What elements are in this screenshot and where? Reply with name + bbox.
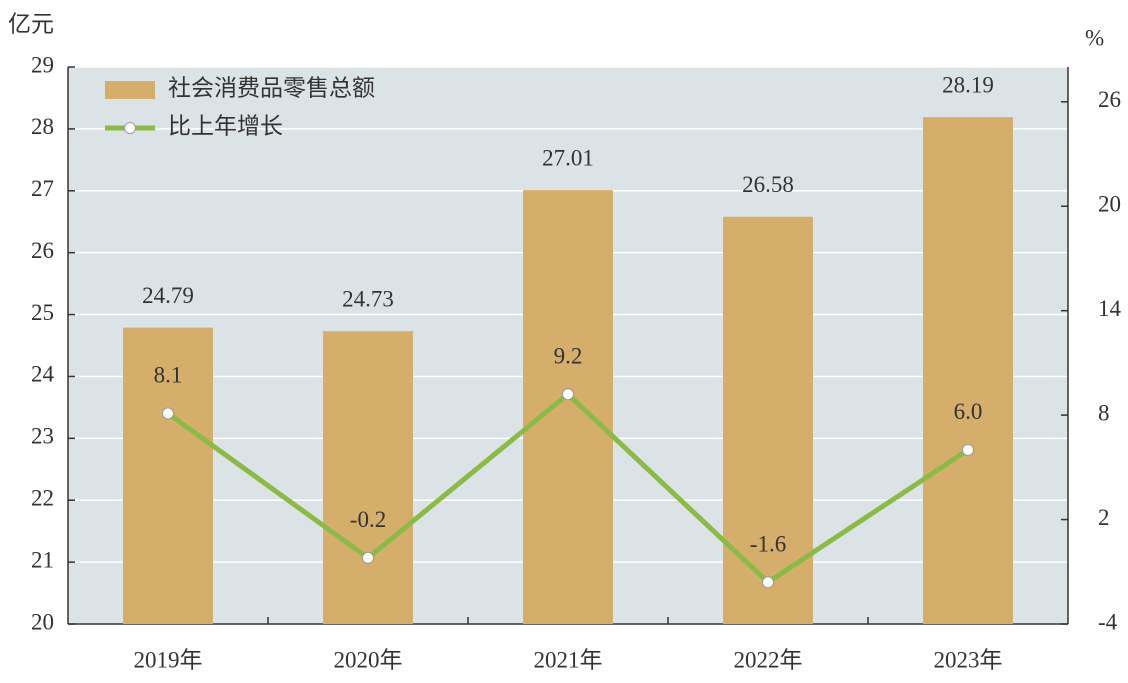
y-tick-label: 27 (31, 176, 54, 201)
legend-marker (124, 122, 136, 134)
line-value-label: -1.6 (750, 532, 786, 557)
x-tick-label: 2022年 (734, 647, 803, 672)
bar-value-label: 24.73 (342, 287, 394, 312)
y2-tick-label: 26 (1098, 87, 1121, 112)
bar (123, 327, 213, 624)
y2-axis-label: % (1085, 25, 1104, 50)
legend-label: 社会消费品零售总额 (168, 75, 375, 100)
line-marker (762, 576, 774, 589)
x-tick-label: 2023年 (934, 647, 1003, 672)
y-tick-label: 29 (31, 52, 54, 77)
line-value-label: -0.2 (350, 507, 386, 532)
line-value-label: 8.1 (154, 363, 183, 388)
bar-value-label: 26.58 (742, 172, 794, 197)
bar (923, 117, 1013, 624)
bar (323, 331, 413, 624)
y-tick-label: 26 (31, 238, 54, 263)
line-marker (562, 388, 574, 401)
line-marker (362, 551, 374, 564)
y2-tick-label: -4 (1098, 609, 1118, 634)
y2-tick-label: 20 (1098, 192, 1121, 217)
x-tick-label: 2021年 (534, 647, 603, 672)
y-tick-label: 21 (31, 547, 54, 572)
y-tick-label: 20 (31, 609, 54, 634)
y-tick-label: 23 (31, 424, 54, 449)
bar-value-label: 28.19 (942, 72, 994, 97)
bar-value-label: 27.01 (542, 145, 594, 170)
y-tick-label: 28 (31, 114, 54, 139)
line-marker (962, 443, 974, 456)
y-tick-label: 22 (31, 486, 54, 511)
bar (523, 190, 613, 625)
y2-tick-label: 8 (1098, 400, 1110, 425)
line-value-label: 6.0 (954, 399, 983, 424)
y-axis-label: 亿元 (8, 11, 54, 36)
y-tick-label: 24 (31, 362, 55, 387)
line-marker (162, 407, 174, 420)
legend-label: 比上年增长 (168, 113, 283, 138)
x-tick-label: 2020年 (334, 647, 403, 672)
y2-tick-label: 14 (1098, 296, 1122, 321)
legend-swatch (105, 81, 155, 99)
y-tick-label: 25 (31, 300, 54, 325)
line-value-label: 9.2 (554, 344, 583, 369)
y2-tick-label: 2 (1098, 505, 1110, 530)
bar-value-label: 24.79 (142, 283, 194, 308)
x-tick-label: 2019年 (134, 647, 203, 672)
